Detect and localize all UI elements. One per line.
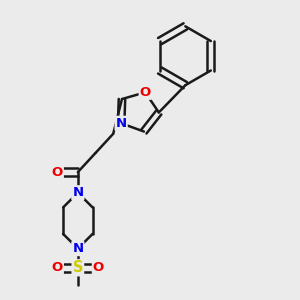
Text: O: O bbox=[52, 261, 63, 274]
Text: O: O bbox=[140, 86, 151, 99]
Text: O: O bbox=[93, 261, 104, 274]
Text: S: S bbox=[73, 260, 83, 275]
Text: O: O bbox=[52, 166, 63, 178]
Text: N: N bbox=[72, 242, 83, 255]
Text: N: N bbox=[116, 117, 127, 130]
Text: N: N bbox=[72, 186, 83, 199]
